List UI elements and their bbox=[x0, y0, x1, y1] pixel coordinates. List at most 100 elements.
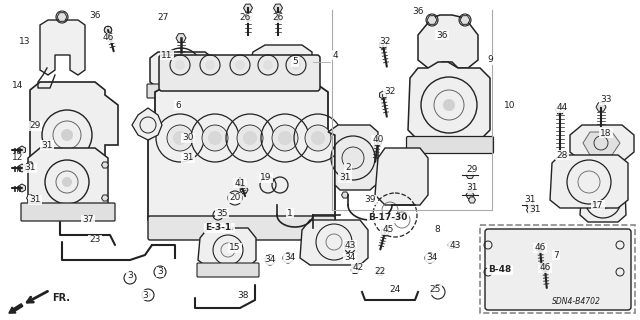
Text: 28: 28 bbox=[556, 150, 568, 159]
Polygon shape bbox=[570, 125, 634, 162]
Text: B-48: B-48 bbox=[488, 266, 511, 275]
FancyBboxPatch shape bbox=[31, 172, 105, 188]
Text: E-3-1: E-3-1 bbox=[205, 223, 231, 233]
Text: 36: 36 bbox=[89, 11, 100, 20]
Circle shape bbox=[167, 125, 193, 151]
Text: 31: 31 bbox=[467, 183, 477, 193]
Circle shape bbox=[428, 256, 432, 260]
Circle shape bbox=[216, 213, 220, 217]
Text: 24: 24 bbox=[389, 285, 401, 294]
Circle shape bbox=[462, 17, 468, 23]
Circle shape bbox=[61, 129, 73, 141]
Text: 46: 46 bbox=[102, 34, 114, 43]
Text: 34: 34 bbox=[284, 253, 296, 262]
Text: 26: 26 bbox=[239, 13, 251, 22]
Text: 46: 46 bbox=[540, 263, 550, 273]
Circle shape bbox=[208, 131, 222, 145]
FancyBboxPatch shape bbox=[21, 203, 115, 221]
Circle shape bbox=[291, 60, 301, 70]
Circle shape bbox=[127, 275, 132, 281]
Circle shape bbox=[305, 125, 331, 151]
Text: 31: 31 bbox=[24, 164, 36, 172]
Text: 35: 35 bbox=[216, 209, 228, 218]
FancyBboxPatch shape bbox=[159, 55, 320, 91]
Text: 3: 3 bbox=[127, 270, 133, 279]
Polygon shape bbox=[132, 108, 162, 140]
Text: 33: 33 bbox=[600, 95, 612, 105]
Text: 31: 31 bbox=[41, 140, 52, 149]
Circle shape bbox=[173, 131, 187, 145]
Text: 36: 36 bbox=[436, 30, 448, 39]
Circle shape bbox=[243, 131, 257, 145]
Polygon shape bbox=[40, 20, 85, 75]
Polygon shape bbox=[28, 148, 108, 215]
Text: 41: 41 bbox=[234, 179, 246, 188]
Circle shape bbox=[175, 60, 185, 70]
Text: 46: 46 bbox=[534, 244, 546, 252]
Text: 21: 21 bbox=[222, 223, 234, 233]
Text: 37: 37 bbox=[83, 215, 93, 225]
Circle shape bbox=[237, 125, 263, 151]
Text: 31: 31 bbox=[339, 173, 351, 182]
Text: 31: 31 bbox=[529, 205, 541, 214]
Text: 26: 26 bbox=[272, 13, 284, 22]
Text: B-17-30: B-17-30 bbox=[368, 213, 408, 222]
Circle shape bbox=[435, 289, 441, 295]
FancyBboxPatch shape bbox=[485, 229, 631, 310]
Text: 25: 25 bbox=[429, 285, 441, 294]
Text: 44: 44 bbox=[556, 103, 568, 113]
Polygon shape bbox=[328, 125, 378, 190]
Text: 2: 2 bbox=[345, 164, 351, 172]
Text: 9: 9 bbox=[487, 55, 493, 65]
Text: 29: 29 bbox=[29, 122, 41, 131]
Circle shape bbox=[272, 125, 298, 151]
Polygon shape bbox=[30, 82, 118, 185]
Text: 10: 10 bbox=[504, 100, 516, 109]
Circle shape bbox=[232, 195, 238, 201]
Text: 13: 13 bbox=[19, 37, 31, 46]
Text: 18: 18 bbox=[600, 129, 612, 138]
Text: 23: 23 bbox=[90, 236, 100, 244]
Polygon shape bbox=[248, 45, 312, 80]
Circle shape bbox=[285, 256, 291, 260]
Polygon shape bbox=[198, 228, 256, 268]
Text: 42: 42 bbox=[353, 263, 364, 273]
Text: 17: 17 bbox=[592, 201, 604, 210]
Text: 31: 31 bbox=[524, 196, 536, 204]
Text: 32: 32 bbox=[380, 37, 390, 46]
FancyBboxPatch shape bbox=[197, 263, 259, 277]
Circle shape bbox=[60, 14, 65, 20]
Text: 16: 16 bbox=[377, 213, 388, 222]
Circle shape bbox=[263, 60, 273, 70]
Text: 8: 8 bbox=[434, 226, 440, 235]
Text: 40: 40 bbox=[372, 135, 384, 145]
Text: 45: 45 bbox=[382, 226, 394, 235]
FancyBboxPatch shape bbox=[480, 225, 635, 313]
Text: 5: 5 bbox=[292, 58, 298, 67]
Text: 38: 38 bbox=[237, 291, 249, 300]
Circle shape bbox=[62, 177, 72, 187]
Circle shape bbox=[177, 64, 185, 72]
Text: 22: 22 bbox=[374, 268, 386, 276]
Text: 34: 34 bbox=[344, 253, 356, 262]
Text: 31: 31 bbox=[182, 154, 194, 163]
Text: 29: 29 bbox=[467, 165, 477, 174]
Polygon shape bbox=[300, 220, 368, 265]
Circle shape bbox=[278, 131, 292, 145]
Text: 7: 7 bbox=[553, 251, 559, 260]
Text: SDN4-B4702: SDN4-B4702 bbox=[552, 298, 600, 307]
Text: 11: 11 bbox=[161, 51, 173, 60]
Text: 4: 4 bbox=[332, 51, 338, 60]
Circle shape bbox=[348, 246, 352, 250]
Text: 36: 36 bbox=[412, 7, 424, 17]
Polygon shape bbox=[375, 148, 428, 205]
Polygon shape bbox=[148, 85, 335, 232]
Circle shape bbox=[235, 60, 245, 70]
FancyBboxPatch shape bbox=[147, 84, 217, 98]
Circle shape bbox=[145, 292, 150, 298]
Circle shape bbox=[429, 17, 435, 23]
Polygon shape bbox=[550, 155, 628, 208]
Text: 43: 43 bbox=[449, 241, 461, 250]
Text: 14: 14 bbox=[12, 81, 24, 90]
FancyBboxPatch shape bbox=[406, 137, 493, 154]
